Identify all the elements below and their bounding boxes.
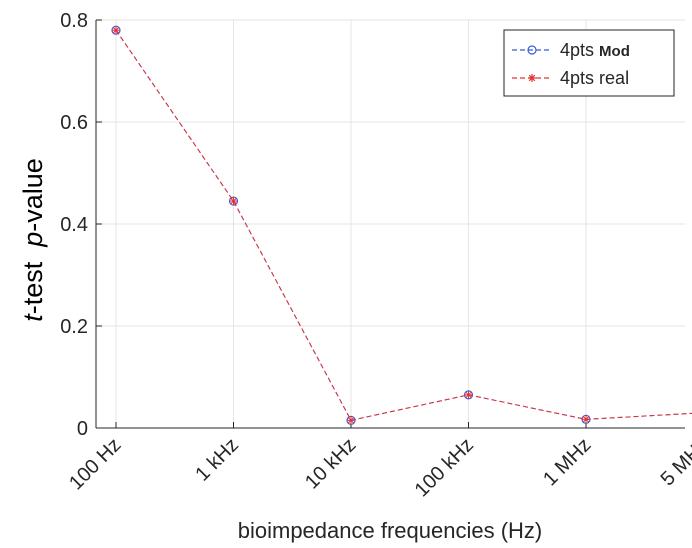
y-axis-label-value: -value <box>18 158 48 232</box>
series-line-1 <box>115 29 692 421</box>
data-point-asterisk <box>112 26 120 35</box>
legend-label-mod-suffix: Mod <box>599 43 630 60</box>
asterisk-stroke <box>347 417 355 424</box>
y-tick-label: 0.8 <box>60 10 88 32</box>
x-tick-label: 100 Hz <box>65 434 125 494</box>
legend-box <box>503 29 675 97</box>
y-tick-label: 0.6 <box>60 112 88 134</box>
legend-asterisk-stroke <box>528 74 536 82</box>
y-axis-label-p: p <box>18 232 48 248</box>
x-tick-label: 1 MHz <box>539 434 595 490</box>
data-point-asterisk <box>464 390 473 399</box>
series-layer <box>111 25 692 425</box>
x-tick-label: 5 MHz <box>657 434 692 490</box>
legend-label-mod: 4pts Mod <box>560 40 630 60</box>
asterisk-stroke <box>230 197 237 205</box>
legend-label-mod-main: 4pts <box>560 40 594 60</box>
asterisk-stroke <box>582 416 590 423</box>
data-point-asterisk <box>229 197 238 206</box>
legend: 4pts Mod 4pts real <box>503 29 675 97</box>
x-axis-label: bioimpedance frequencies (Hz) <box>238 518 543 543</box>
y-axis-label: t-test p-value <box>18 158 48 322</box>
y-tick-label: 0.2 <box>60 316 88 338</box>
legend-label-real-suffix: real <box>599 68 629 88</box>
y-axis-label-test: -test <box>18 247 48 315</box>
y-tick-label: 0.4 <box>60 214 88 236</box>
asterisk-stroke <box>465 391 472 399</box>
legend-label-real: 4pts real <box>560 68 629 88</box>
y-axis-label-t: t <box>18 313 48 322</box>
x-tick-label: 10 kHz <box>301 434 361 494</box>
legend-marker-real <box>528 74 536 82</box>
data-point-asterisk <box>582 415 590 424</box>
y-tick-label: 0 <box>77 418 88 440</box>
legend-marker-mod <box>527 45 537 55</box>
legend-label-real-main: 4pts <box>560 68 594 88</box>
data-point-asterisk <box>347 416 355 425</box>
asterisk-stroke <box>112 27 120 34</box>
x-tick-label: 100 kHz <box>411 434 478 501</box>
x-tick-label: 1 kHz <box>191 434 243 486</box>
